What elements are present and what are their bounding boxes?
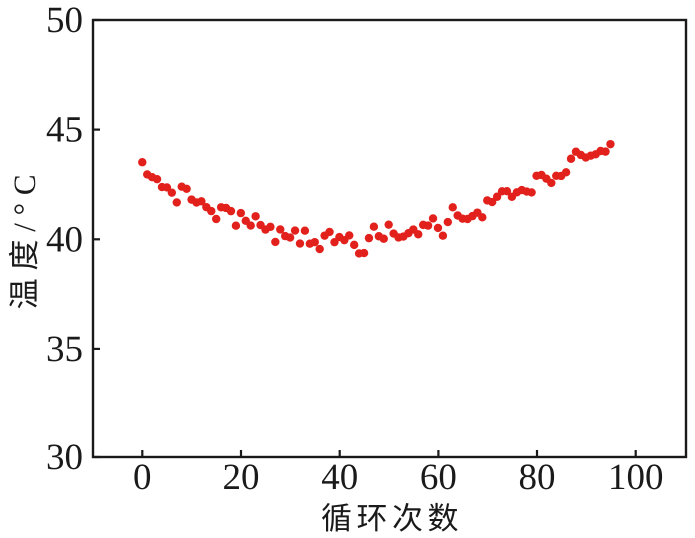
svg-text:60: 60 xyxy=(420,457,457,498)
svg-text:40: 40 xyxy=(46,219,83,260)
svg-text:80: 80 xyxy=(519,457,556,498)
svg-text:温度/°C: 温度/°C xyxy=(7,167,42,310)
svg-text:45: 45 xyxy=(46,110,83,151)
svg-text:40: 40 xyxy=(321,457,358,498)
svg-text:30: 30 xyxy=(46,437,83,478)
svg-text:100: 100 xyxy=(608,457,664,498)
svg-text:20: 20 xyxy=(223,457,260,498)
svg-text:0: 0 xyxy=(133,457,152,498)
svg-text:循环次数: 循环次数 xyxy=(321,501,463,536)
svg-text:35: 35 xyxy=(46,329,83,370)
svg-text:50: 50 xyxy=(46,0,83,41)
